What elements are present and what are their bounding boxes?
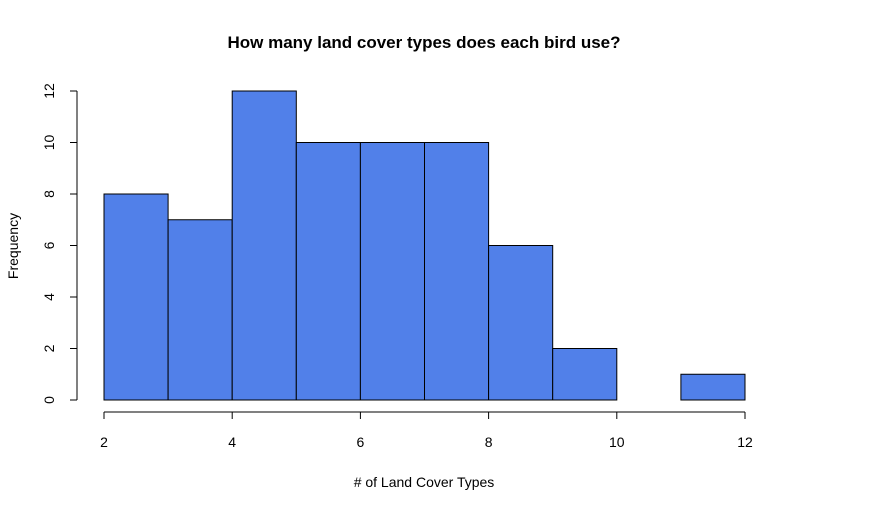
- bars-group: [103, 90, 746, 401]
- y-tick-label-6: 12: [41, 83, 57, 99]
- chart-title: How many land cover types does each bird…: [227, 33, 620, 52]
- bar-0: [103, 193, 169, 401]
- bar-9: [680, 373, 746, 401]
- bar-2: [231, 90, 297, 401]
- x-tick-label-5: 12: [737, 434, 753, 450]
- y-tick-label-0: 0: [41, 396, 57, 404]
- x-axis-label: # of Land Cover Types: [354, 474, 495, 490]
- bar-6: [488, 245, 554, 401]
- bar-7: [552, 348, 618, 401]
- bar-3: [295, 142, 361, 401]
- y-axis: 0 2 4 6 8 10 12: [41, 83, 78, 404]
- x-tick-label-4: 10: [609, 434, 625, 450]
- y-tick-label-3: 6: [41, 241, 57, 249]
- y-tick-label-5: 10: [41, 135, 57, 151]
- bar-1: [167, 219, 233, 401]
- bar-5: [424, 142, 490, 401]
- x-tick-label-2: 6: [357, 434, 365, 450]
- x-tick-label-3: 8: [485, 434, 493, 450]
- y-tick-label-1: 2: [41, 344, 57, 352]
- y-tick-label-4: 8: [41, 190, 57, 198]
- x-tick-label-1: 4: [228, 434, 236, 450]
- y-tick-label-2: 4: [41, 293, 57, 301]
- x-tick-label-0: 2: [100, 434, 108, 450]
- y-axis-label: Frequency: [5, 213, 21, 279]
- bar-4: [359, 142, 425, 401]
- x-axis: 2 4 6 8 10 12: [100, 411, 753, 450]
